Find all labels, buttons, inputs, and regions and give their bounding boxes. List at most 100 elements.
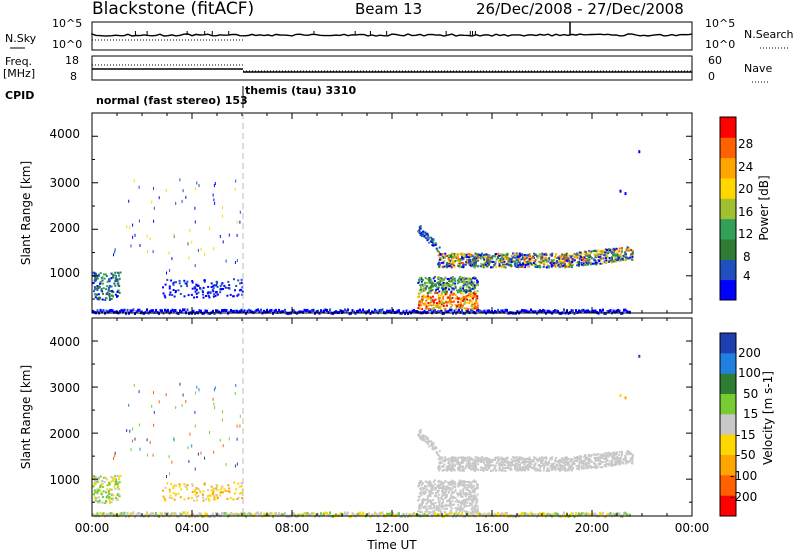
velocity-pixel bbox=[539, 466, 542, 469]
power-pixel bbox=[429, 236, 432, 239]
power-pixel bbox=[106, 291, 109, 294]
power-pixel bbox=[569, 264, 572, 267]
velocity-pixel bbox=[474, 456, 477, 459]
velocity-pixel bbox=[504, 461, 507, 463]
power-pixel bbox=[202, 286, 205, 289]
power-pixel bbox=[498, 261, 501, 264]
velocity-pixel bbox=[153, 410, 155, 414]
power-pixel bbox=[624, 308, 627, 312]
velocity-pixel bbox=[500, 463, 503, 466]
velocity-pixel bbox=[236, 462, 238, 466]
power-pixel bbox=[466, 283, 469, 286]
power-pixel bbox=[456, 282, 459, 285]
power-pixel bbox=[545, 258, 548, 261]
power-pixel bbox=[525, 309, 528, 313]
velocity-pixel bbox=[459, 510, 462, 513]
velocity-pixel bbox=[432, 443, 435, 446]
velocity-pixel bbox=[448, 491, 451, 494]
power-pixel bbox=[439, 305, 442, 308]
power-pixel bbox=[528, 253, 531, 255]
velocity-pixel bbox=[583, 456, 586, 459]
velocity-pixel bbox=[456, 459, 459, 461]
power-pixel bbox=[448, 258, 451, 261]
power-pixel bbox=[519, 310, 522, 314]
velocity-pixel bbox=[606, 459, 609, 462]
velocity-pixel bbox=[203, 484, 206, 487]
power-pixel bbox=[485, 257, 488, 260]
velocity-pixel bbox=[584, 513, 586, 517]
velocity-pixel bbox=[610, 454, 613, 457]
power-pixel bbox=[423, 289, 426, 292]
velocity-pixel bbox=[468, 460, 470, 463]
velocity-pixel bbox=[96, 500, 99, 503]
velocity-pixel bbox=[582, 511, 585, 515]
velocity-pixel bbox=[568, 465, 571, 468]
velocity-pixel bbox=[200, 512, 202, 516]
velocity-pixel bbox=[473, 497, 476, 500]
power-pixel bbox=[96, 277, 99, 280]
power-pixel bbox=[533, 252, 536, 255]
velocity-pixel bbox=[592, 466, 594, 469]
power-pixel bbox=[617, 258, 620, 261]
velocity-pixel bbox=[628, 451, 630, 454]
power-pixel bbox=[423, 283, 426, 286]
velocity-pixel bbox=[600, 512, 603, 516]
velocity-pixel bbox=[451, 490, 454, 493]
power-pixel bbox=[537, 256, 539, 259]
velocity-pixel bbox=[491, 461, 494, 463]
velocity-pixel bbox=[456, 499, 459, 502]
power-pixel bbox=[200, 309, 202, 313]
velocity-pixel bbox=[146, 438, 148, 442]
power-pixel bbox=[502, 253, 505, 256]
velocity-pixel bbox=[446, 500, 449, 503]
velocity-pixel bbox=[456, 492, 459, 495]
power-pixel bbox=[427, 304, 430, 307]
power-pixel bbox=[494, 260, 497, 263]
power-pixel bbox=[577, 261, 580, 264]
velocity-pixel bbox=[502, 461, 505, 464]
velocity-pixel bbox=[432, 480, 435, 483]
power-pixel bbox=[475, 299, 478, 302]
power-pixel bbox=[476, 297, 479, 300]
power-pixel bbox=[163, 294, 166, 297]
velocity-pixel bbox=[114, 483, 117, 486]
power-pixel bbox=[631, 254, 634, 257]
power-pixel bbox=[423, 303, 426, 306]
power-pixel bbox=[599, 256, 602, 259]
power-pixel bbox=[608, 259, 611, 262]
velocity-colorbar bbox=[719, 332, 737, 517]
power-pixel bbox=[255, 308, 258, 312]
power-pixel bbox=[568, 259, 571, 262]
power-pixel bbox=[457, 253, 460, 256]
power-pixel bbox=[580, 253, 583, 255]
power-pixel bbox=[631, 250, 634, 253]
power-pixel bbox=[438, 281, 441, 284]
power-pixel bbox=[579, 310, 582, 314]
velocity-pixel bbox=[449, 488, 452, 491]
velocity-pixel bbox=[504, 469, 507, 472]
power-pixel bbox=[520, 258, 523, 261]
velocity-pixel bbox=[469, 465, 472, 468]
velocity-pixel bbox=[451, 456, 454, 459]
velocity-pixel bbox=[97, 477, 100, 480]
power-pixel bbox=[546, 258, 549, 261]
velocity-pixel bbox=[436, 507, 439, 510]
velocity-pixel bbox=[438, 503, 441, 506]
velocity-pixel bbox=[134, 515, 136, 519]
power-pixel bbox=[204, 253, 205, 257]
velocity-pixel bbox=[551, 463, 554, 465]
velocity-pixel bbox=[549, 458, 552, 461]
power-pixel bbox=[434, 244, 437, 246]
power-pixel bbox=[456, 289, 459, 292]
power-pixel bbox=[584, 263, 587, 266]
power-pixel bbox=[468, 261, 470, 264]
power-pixel bbox=[480, 265, 482, 268]
power-pixel bbox=[201, 289, 204, 292]
power-pixel bbox=[431, 285, 434, 288]
velocity-ytick-1000: 1000 bbox=[49, 473, 80, 487]
velocity-pixel bbox=[561, 457, 564, 460]
power-pixel bbox=[590, 310, 592, 314]
velocity-pixel bbox=[612, 464, 615, 466]
velocity-pixel bbox=[204, 456, 205, 460]
power-pixel bbox=[536, 255, 538, 258]
